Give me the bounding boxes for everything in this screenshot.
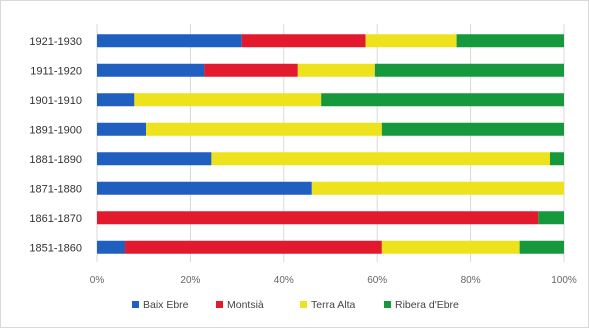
bar-segment [97, 93, 135, 107]
category-labels: 1921-1930 1911-1920 1901-1910 1891-1900 1881… [29, 36, 82, 255]
x-tick-label: 20% [180, 275, 200, 286]
bar-segment [146, 122, 382, 136]
category-label: 1881-1890 [29, 154, 82, 166]
bar-segment [381, 240, 520, 254]
x-tick-label: 40% [274, 275, 294, 286]
category-label: 1861-1870 [29, 213, 82, 225]
category-label: 1911-1920 [30, 65, 82, 77]
legend-label: Baix Ebre [143, 299, 189, 311]
category-label: 1851-1860 [29, 242, 82, 254]
legend-swatch [384, 301, 391, 308]
bar-segment [549, 152, 564, 166]
bar-segment [519, 240, 564, 254]
bar-segment [211, 152, 550, 166]
legend-swatch [300, 301, 307, 308]
bar-segment [311, 181, 564, 195]
category-label: 1891-1900 [29, 124, 82, 136]
bar-segment [97, 181, 312, 195]
x-tick-label: 80% [461, 275, 481, 286]
legend-swatch [216, 301, 223, 308]
bar-segment [241, 34, 366, 48]
bar-segment [97, 63, 205, 77]
bar-segment [538, 211, 564, 225]
bar-segment [97, 122, 147, 136]
bar-segment [365, 34, 457, 48]
bar-segment [204, 63, 298, 77]
legend-label: Ribera d'Ebre [395, 299, 459, 311]
bar-segment [374, 63, 564, 77]
bar-segment [297, 63, 375, 77]
legend-label: Terra Alta [311, 299, 356, 311]
bar-segment [97, 34, 242, 48]
bars [97, 34, 564, 254]
bar-segment [456, 34, 564, 48]
bar-segment [381, 122, 564, 136]
category-label: 1901-1910 [29, 95, 82, 107]
x-tick-labels: 0% 20% 40% 60% 80% 100% [90, 275, 577, 286]
category-label: 1871-1880 [29, 183, 82, 195]
bar-segment [134, 93, 322, 107]
x-tick-label: 0% [90, 275, 105, 286]
bar-segment [97, 240, 126, 254]
gridlines [96, 24, 565, 262]
bar-segment [125, 240, 382, 254]
bar-segment [97, 211, 539, 225]
category-label: 1921-1930 [29, 36, 82, 48]
legend-label: Montsià [227, 299, 264, 311]
bar-segment [321, 93, 564, 107]
legend-swatch [132, 301, 139, 308]
legend: Baix Ebre Montsià Terra Alta Ribera d'Ebre [132, 299, 459, 311]
bar-segment [97, 152, 212, 166]
x-tick-label: 100% [551, 275, 577, 286]
x-tick-label: 60% [367, 275, 387, 286]
